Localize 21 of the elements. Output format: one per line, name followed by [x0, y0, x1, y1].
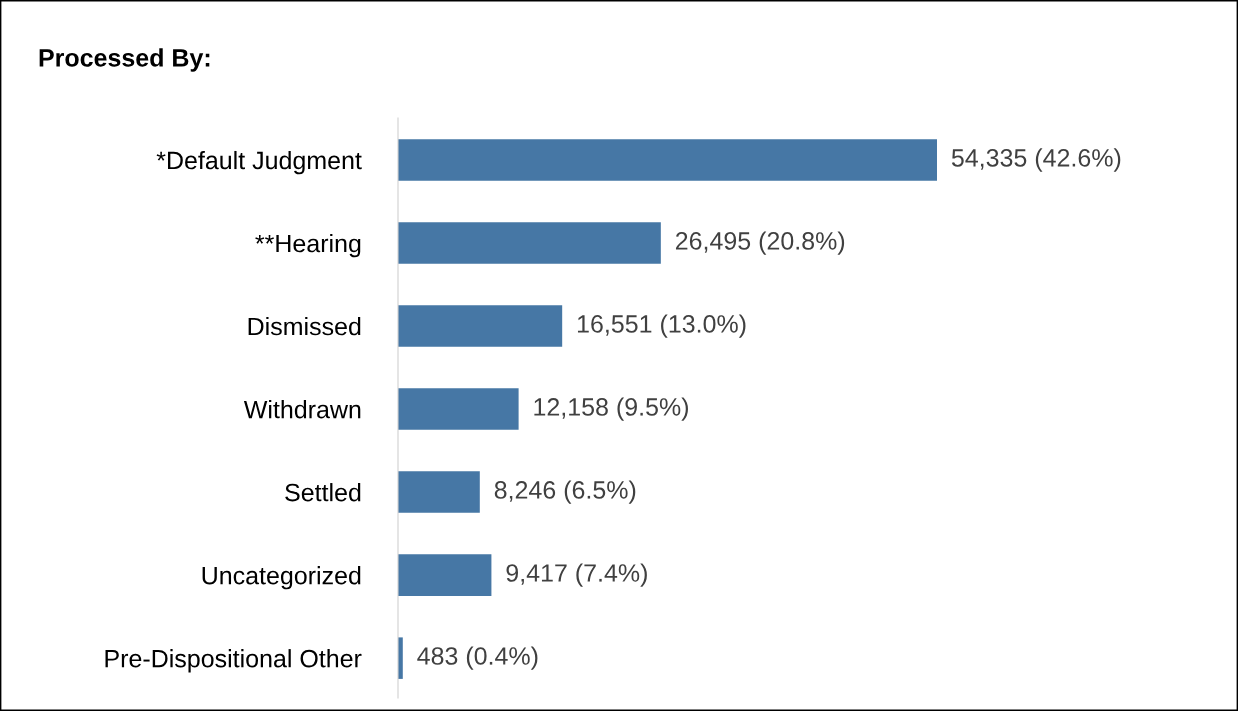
bar	[398, 139, 937, 181]
bar	[398, 471, 480, 513]
data-label: 12,158 (9.5%)	[534, 397, 688, 421]
text: Processed By:	[39, 48, 210, 72]
y-tick-label: Withdrawn	[243, 400, 361, 419]
bar	[398, 388, 519, 430]
bar	[398, 305, 563, 347]
data-label: 9,417 (7.4%)	[506, 563, 647, 587]
bar	[398, 222, 661, 264]
y-tick-label: *Default Judgment	[156, 150, 362, 175]
y-tick-label: Pre-Dispositional Other	[105, 649, 362, 673]
data-label: 54,335 (42.6%)	[951, 148, 1121, 172]
data-label: 483 (0.4%)	[417, 646, 538, 670]
bar	[398, 554, 492, 596]
data-label: 8,246 (6.5%)	[494, 480, 636, 504]
y-tick-label: **Hearing	[255, 233, 361, 258]
data-label: 26,495 (20.8%)	[675, 231, 845, 255]
y-tick-label: Dismissed	[248, 317, 361, 336]
y-tick-label: Settled	[285, 483, 361, 502]
data-label: 16,551 (13.0%)	[577, 314, 746, 338]
y-tick-label: Uncategorized	[202, 566, 361, 590]
